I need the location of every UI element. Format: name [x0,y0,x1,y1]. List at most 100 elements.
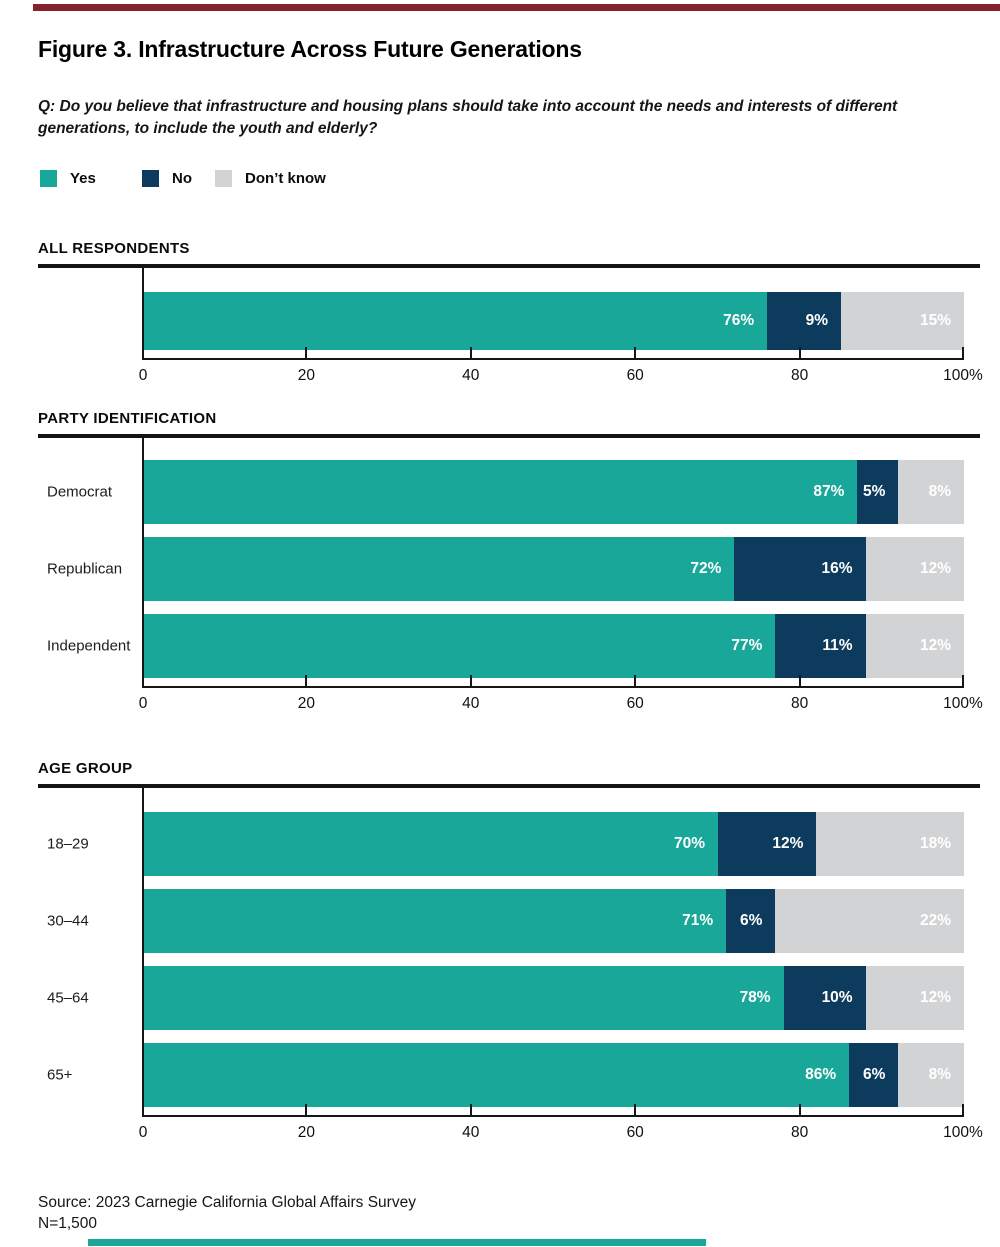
bar-segment-yes: 86% [144,1043,850,1107]
bar-row-label: 45–64 [47,989,89,1007]
bar-segment-dont-know: 15% [840,292,964,350]
axis-tick [798,1104,801,1115]
bar-value-label: 18% [919,835,951,852]
axis-tick [305,347,308,358]
axis-tick-label: 60 [626,695,644,712]
bar-segment-dont-know: 8% [898,1043,964,1107]
bars-area: 76% 9% 15% [142,268,964,358]
section-rule [38,434,980,438]
bar-segment-yes: 77% [144,614,776,678]
bar-value-label: 10% [821,989,853,1006]
section-heading-party-identification: PARTY IDENTIFICATION [38,410,217,427]
top-accent-bar [33,4,1000,11]
section-heading-all-respondents: ALL RESPONDENTS [38,240,190,257]
bar-segment-dont-know: 22% [775,889,964,953]
bar-segment-dont-know: 12% [865,966,964,1030]
bar-row-65-plus: 65+ 86% 6% 8% [47,1043,964,1107]
axis-tick [142,347,144,358]
bar-row-label: Democrat [47,483,113,501]
bar-row-all-respondents: 76% 9% 15% [144,292,964,350]
legend-label-no: No [172,170,192,187]
bar-row-45-64: 45–64 78% 10% 12% [47,966,964,1030]
axis-tick [962,1104,964,1115]
axis-tick [305,675,308,686]
bar-segment-no: 9% [767,292,841,350]
axis-tick-label: 20 [297,1124,316,1141]
bar-value-label: 71% [682,912,714,929]
axis-tick [798,347,801,358]
bar-segment-no: 5% [857,460,899,524]
axis-tick-label: 60 [626,367,644,384]
legend-label-dont-know: Don’t know [245,170,326,187]
bar-value-label: 8% [928,483,951,500]
bar-value-label: 86% [805,1066,837,1083]
bar-segment-yes: 70% [144,812,718,876]
bar-value-label: 87% [813,483,845,500]
legend-item-no: No [142,170,192,187]
axis-tick [142,675,144,686]
plot-party-identification: Democrat 87% 5% 8% Republican [47,438,983,720]
bar-segment-no: 11% [775,614,866,678]
axis-tick-label: 40 [462,695,480,712]
section-age-group: AGE GROUP 18–29 70% 12% 18% [38,760,983,1149]
axis-tick [634,675,637,686]
axis-tick [962,675,964,686]
bar-value-label: 12% [772,835,804,852]
bar-segment-yes: 72% [144,537,735,601]
bar-segment-no: 10% [783,966,866,1030]
bar-value-label: 12% [919,637,951,654]
bar-row-18-29: 18–29 70% 12% 18% [47,812,964,876]
bar-segment-dont-know: 12% [865,614,964,678]
bar-segment-no: 12% [718,812,817,876]
legend-label-yes: Yes [70,170,96,187]
axis-tick [142,1104,144,1115]
plot-age-group: 18–29 70% 12% 18% 30–44 [47,788,983,1149]
axis-tick [469,1104,472,1115]
bar-segment-no: 6% [849,1043,899,1107]
bars-area: 18–29 70% 12% 18% 30–44 [47,788,964,1115]
bar-value-label: 5% [862,483,886,500]
bar-value-label: 70% [673,835,705,852]
section-heading-age-group: AGE GROUP [38,760,133,777]
bar-value-label: 6% [862,1066,886,1083]
legend-item-dont-know: Don’t know [215,170,326,187]
axis-tick [634,1104,637,1115]
x-axis: 0 20 40 60 80 100% [139,347,983,392]
axis-tick [962,347,964,358]
source-text: Source: 2023 Carnegie California Global … [38,1194,416,1211]
bar-value-label: 9% [805,312,828,329]
axis-tick [634,347,637,358]
legend-swatch-no [142,170,159,187]
bar-value-label: 78% [739,989,771,1006]
bar-row-label: Independent [47,637,131,655]
bar-segment-no: 16% [734,537,866,601]
bar-segment-yes: 71% [144,889,727,953]
bar-segment-yes: 76% [144,292,768,350]
bar-value-label: 77% [731,637,763,654]
axis-tick-label: 40 [462,367,480,384]
bar-row-30-44: 30–44 71% 6% 22% [47,889,964,953]
axis-tick-label: 80 [790,1124,809,1141]
axis-tick-label: 80 [790,367,809,384]
bar-value-label: 6% [739,912,763,929]
axis-tick [469,675,472,686]
bar-segment-dont-know: 18% [816,812,964,876]
axis-tick-label: 20 [297,695,316,712]
bar-row-label: Republican [47,560,123,578]
bar-value-label: 11% [822,637,853,654]
axis-tick-label: 100% [943,367,983,384]
sample-size-text: N=1,500 [38,1214,98,1232]
axis-tick-label: 0 [138,695,148,712]
bar-value-label: 12% [919,989,951,1006]
bar-value-label: 8% [928,1066,951,1083]
axis-tick-label: 20 [297,367,316,384]
axis-tick-label: 0 [138,1124,148,1141]
figure-title: Figure 3. Infrastructure Across Future G… [38,36,582,62]
section-all-respondents: ALL RESPONDENTS 76% 9% 15% [38,240,983,392]
bar-value-label: 22% [919,912,951,929]
bar-row-republican: Republican 72% 16% 12% [47,537,964,601]
section-rule [38,784,980,788]
bar-segment-no: 6% [726,889,776,953]
legend-swatch-yes [40,170,57,187]
